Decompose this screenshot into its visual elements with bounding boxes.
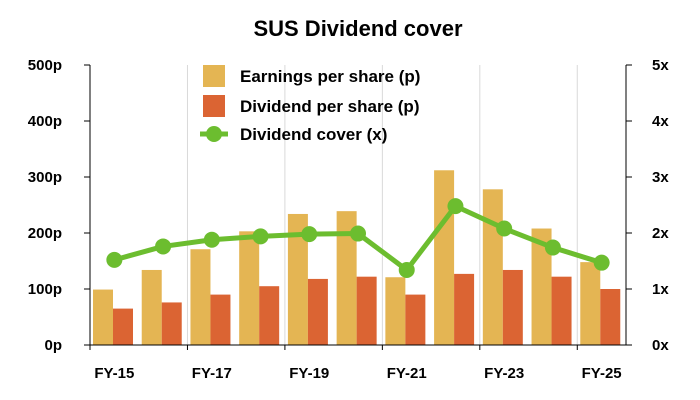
- dps-bar: [307, 278, 328, 345]
- dps-bar: [405, 294, 426, 345]
- dps-bar: [502, 269, 523, 345]
- dps-bar: [600, 289, 621, 345]
- cover-point: [447, 198, 464, 215]
- right-tick-label: 1x: [652, 281, 669, 298]
- right-tick-label: 5x: [652, 57, 669, 74]
- eps-bar: [239, 231, 260, 345]
- cover-point: [155, 238, 172, 255]
- cover-point: [301, 226, 318, 243]
- eps-bar: [580, 262, 601, 345]
- cover-point: [350, 225, 366, 242]
- dps-bar: [356, 276, 377, 345]
- left-tick-label: 100p: [28, 281, 62, 298]
- eps-bar: [141, 269, 162, 345]
- axes: 0p 100p 200p 300p 400p 500p 0x 1x 2x 3x 4x 5x FY-15 F…: [28, 57, 670, 382]
- dps-bar: [454, 273, 475, 345]
- left-tick-label: 300p: [28, 169, 62, 186]
- legend-label: Earnings per share (p): [240, 67, 420, 86]
- legend: Earnings per share (p) Dividend per share…: [200, 65, 420, 144]
- left-tick-label: 0p: [44, 337, 62, 354]
- eps-bar: [385, 277, 406, 345]
- x-tick-label: FY-23: [484, 365, 524, 382]
- right-tick-label: 0x: [652, 337, 669, 354]
- x-tick-label: FY-25: [582, 365, 622, 382]
- left-tick-label: 500p: [28, 57, 62, 74]
- cover-point: [593, 254, 610, 271]
- dps-bar: [113, 308, 133, 345]
- x-tick-label: FY-21: [387, 365, 427, 382]
- cover-point: [496, 220, 513, 237]
- chart-title: SUS Dividend cover: [253, 16, 463, 41]
- left-tick-label: 200p: [28, 225, 62, 242]
- bars: [93, 170, 621, 345]
- legend-swatch: [203, 95, 225, 117]
- x-tick-label: FY-19: [289, 365, 329, 382]
- cover-point: [544, 239, 561, 256]
- cover-point: [203, 231, 220, 248]
- cover-point: [252, 228, 269, 245]
- legend-marker: [206, 126, 222, 142]
- eps-bar: [482, 189, 503, 345]
- legend-swatch: [203, 65, 225, 87]
- right-tick-label: 2x: [652, 225, 669, 242]
- dps-bar: [210, 294, 231, 345]
- eps-bar: [434, 170, 455, 345]
- eps-bar: [531, 228, 552, 345]
- x-tick-label: FY-17: [192, 365, 232, 382]
- x-tick-label: FY-15: [94, 365, 134, 382]
- dps-bar: [161, 302, 182, 345]
- right-tick-label: 3x: [652, 169, 669, 186]
- dps-bar: [551, 276, 572, 345]
- cover-point: [398, 261, 415, 278]
- eps-bar: [190, 249, 211, 345]
- legend-label: Dividend per share (p): [240, 97, 419, 116]
- right-tick-label: 4x: [652, 113, 669, 130]
- left-tick-label: 400p: [28, 113, 62, 130]
- cover-point: [106, 251, 123, 268]
- dps-bar: [259, 286, 280, 345]
- cover-line: [106, 198, 610, 278]
- eps-bar: [287, 213, 308, 345]
- legend-label: Dividend cover (x): [240, 125, 387, 144]
- eps-bar: [336, 211, 357, 345]
- eps-bar: [93, 289, 113, 345]
